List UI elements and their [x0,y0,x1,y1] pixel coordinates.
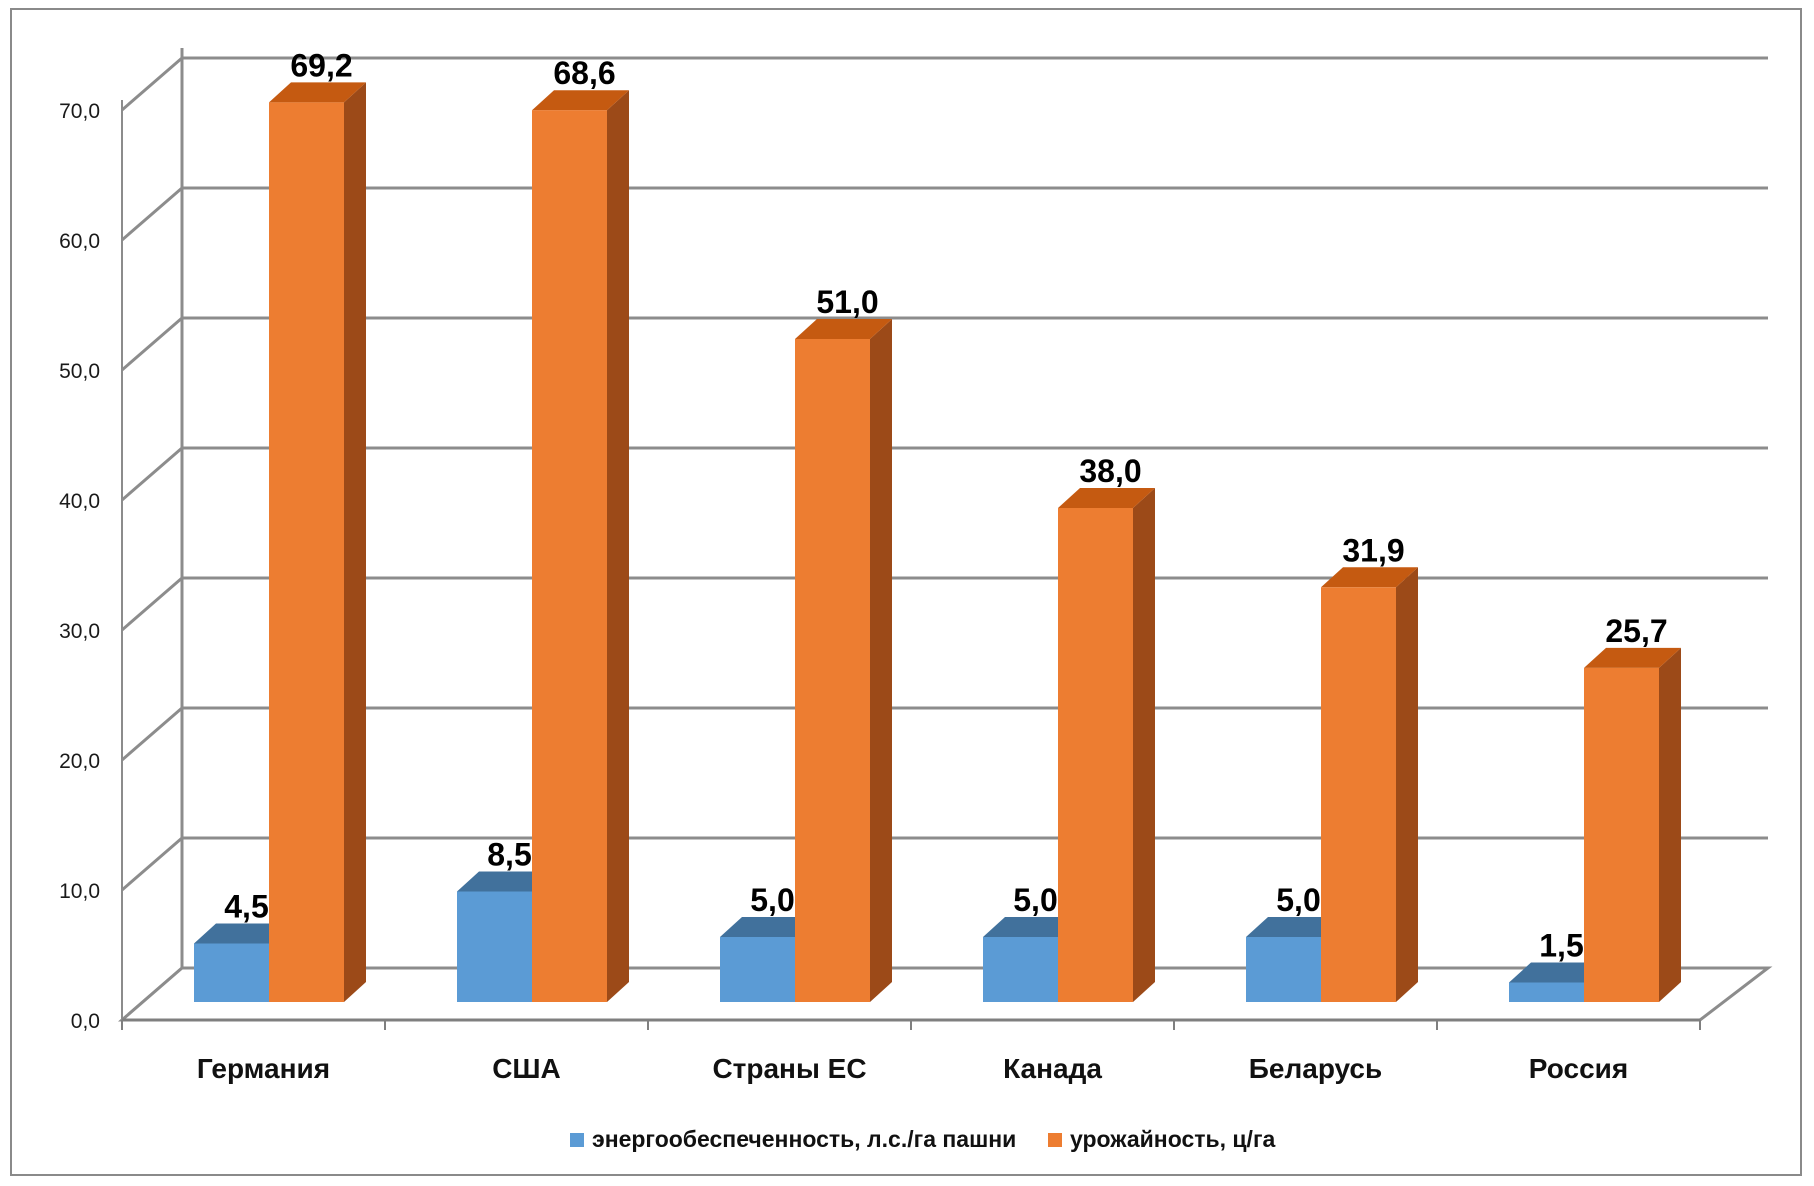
bar [269,102,344,1002]
data-label: 31,9 [1342,532,1404,568]
x-tick-label: США [492,1053,561,1084]
axis-layer: 0,0 10,0 20,0 30,0 40,0 50,0 60,0 70,0 Германия С… [59,100,1701,1084]
grid-layer [117,48,1773,1022]
legend: энергообеспеченность, л.с./га пашни урожа… [570,1126,1276,1152]
y-tick-label: 70,0 [59,100,100,123]
labels-layer: 4,5 69,2 8,5 68,6 5,0 51,0 5,0 38,0 5,0 31,9 1,5 25… [224,47,1667,963]
y-tick-label: 20,0 [59,750,100,773]
x-tick-label: Германия [197,1053,330,1084]
x-tick-label: Беларусь [1249,1053,1382,1084]
bar-top [720,917,817,937]
bar-top [983,917,1080,937]
bar-side [344,82,366,1002]
y-tick-label: 0,0 [71,1010,100,1033]
x-tick-label: Страны ЕС [712,1053,866,1084]
bar [194,943,269,1002]
y-tick-label: 40,0 [59,490,100,513]
legend-swatch [570,1133,584,1147]
data-label: 5,0 [1276,882,1320,918]
bar [795,339,870,1002]
gridline-diagonal [121,316,183,372]
y-tick-label: 60,0 [59,230,100,253]
data-label: 25,7 [1605,613,1667,649]
data-label: 69,2 [290,47,352,83]
x-tick-label: Россия [1529,1053,1628,1084]
y-tick-label: 30,0 [59,620,100,643]
bar-top [1584,647,1681,668]
data-label: 4,5 [224,889,268,925]
bar-top [532,90,629,111]
y-tick-label: 50,0 [59,360,100,383]
bar-top [795,319,892,339]
gridline-diagonal [121,56,183,112]
bar [1509,982,1584,1002]
gridline-diagonal [121,836,183,892]
data-label: 38,0 [1079,453,1141,489]
bar-side [607,90,629,1002]
gridline-diagonal [121,576,183,632]
gridline-diagonal [121,706,183,762]
bar-top [1246,917,1343,937]
data-label: 1,5 [1539,928,1583,964]
bar-side [1659,647,1681,1002]
bar [1584,667,1659,1002]
data-label: 51,0 [816,284,878,320]
bar [457,891,532,1002]
bar [1246,937,1321,1002]
data-label: 5,0 [750,882,794,918]
bar [1321,587,1396,1002]
y-tick-label: 10,0 [59,880,100,903]
data-label: 5,0 [1013,882,1057,918]
data-label: 68,6 [553,55,615,91]
bar-side [870,319,892,1002]
legend-label: энергообеспеченность, л.с./га пашни [592,1126,1016,1152]
bar-side [1396,567,1418,1002]
gridline-diagonal [121,446,183,502]
bar-top [1058,488,1155,508]
bar-side [1133,488,1155,1002]
gridline-diagonal [121,186,183,242]
bar-top [269,82,366,103]
legend-swatch [1048,1133,1062,1147]
bar-top [1509,962,1606,983]
bar [1058,508,1133,1002]
bar [532,110,607,1002]
bar [720,937,795,1002]
x-tick-label: Канада [1003,1053,1102,1084]
bar-top [457,871,554,892]
bar [983,937,1058,1002]
bar-top [194,923,291,944]
data-label: 8,5 [487,837,531,873]
bars-layer [194,82,1681,1002]
legend-label: урожайность, ц/га [1070,1126,1276,1152]
bar-top [1321,567,1418,588]
